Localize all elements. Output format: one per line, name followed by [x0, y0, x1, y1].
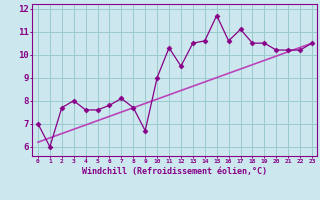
X-axis label: Windchill (Refroidissement éolien,°C): Windchill (Refroidissement éolien,°C) — [82, 167, 267, 176]
